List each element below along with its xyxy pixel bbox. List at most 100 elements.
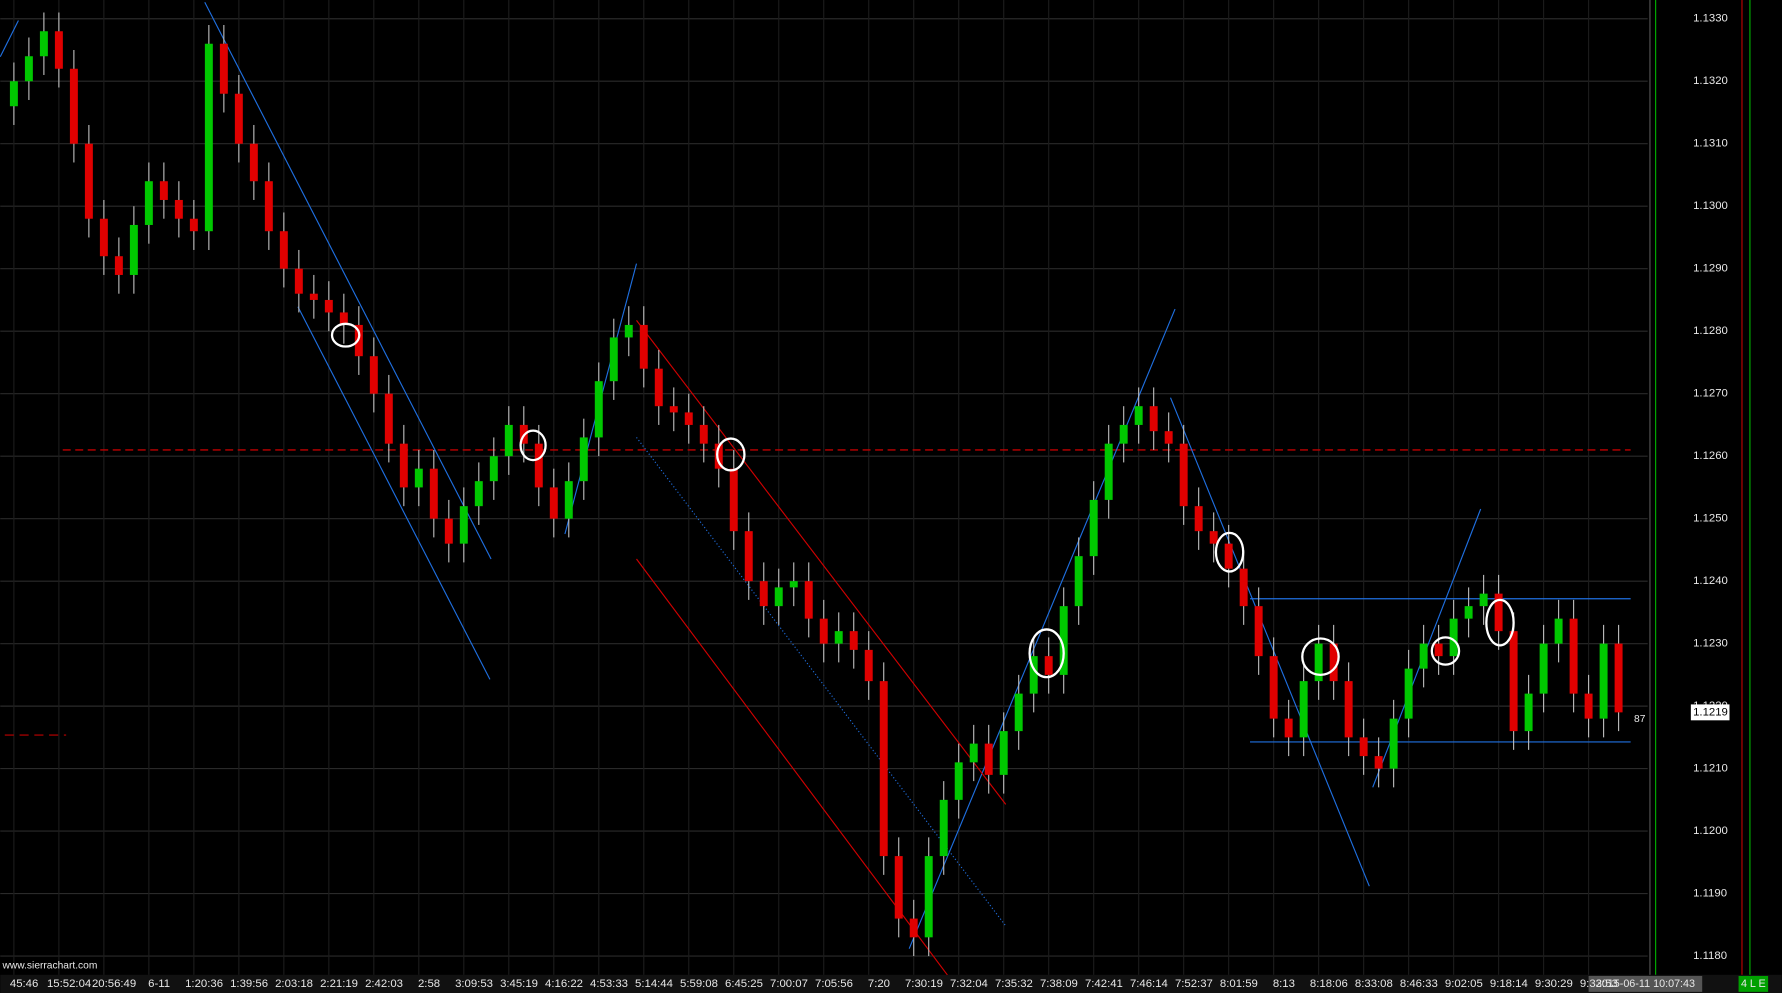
candle-body bbox=[429, 468, 438, 519]
x-tick-label: 2:42:03 bbox=[365, 978, 403, 990]
candle-body bbox=[1314, 643, 1323, 682]
circle bbox=[330, 322, 361, 348]
candle-body bbox=[1569, 618, 1578, 694]
candle-body bbox=[1584, 693, 1593, 719]
x-tick-label: 6-11 bbox=[148, 978, 170, 990]
candle-body bbox=[1404, 668, 1413, 719]
candle-body bbox=[984, 743, 993, 775]
candle-body bbox=[9, 81, 18, 107]
x-tick-label: 4:16:22 bbox=[545, 978, 583, 990]
candle-body bbox=[459, 506, 468, 544]
y-tick-label: 1.1260 bbox=[1693, 450, 1728, 462]
candle-body bbox=[744, 531, 753, 582]
candle-body bbox=[1209, 531, 1218, 544]
candle-body bbox=[474, 481, 483, 507]
candle-body bbox=[549, 487, 558, 519]
candle-body bbox=[1599, 643, 1608, 719]
candle-body bbox=[84, 143, 93, 219]
x-tick-label: 7:38:09 bbox=[1040, 978, 1078, 990]
x-tick-label: 8:46:33 bbox=[1400, 978, 1438, 990]
candle-body bbox=[1134, 406, 1143, 425]
candle-body bbox=[324, 299, 333, 313]
candle-body bbox=[639, 324, 648, 369]
candle-body bbox=[489, 456, 498, 482]
candle-body bbox=[24, 56, 33, 82]
x-tick-label: 7:05:56 bbox=[815, 978, 853, 990]
y-tick-label: 1.1300 bbox=[1693, 200, 1728, 212]
candle-body bbox=[849, 631, 858, 650]
y-tick-label: 1.1330 bbox=[1693, 13, 1728, 25]
circle bbox=[1430, 636, 1461, 666]
candle-body bbox=[654, 368, 663, 407]
x-tick-label: 9:30:29 bbox=[1535, 978, 1573, 990]
x-tick-label: 2:21:19 bbox=[320, 978, 358, 990]
candle-body bbox=[1149, 406, 1158, 432]
candle-body bbox=[759, 581, 768, 607]
candle-body bbox=[279, 231, 288, 269]
candle-body bbox=[564, 481, 573, 519]
x-tick-label: 7:42:41 bbox=[1085, 978, 1123, 990]
candle-body bbox=[789, 581, 798, 588]
candle-body bbox=[684, 412, 693, 425]
status-box bbox=[1738, 975, 1769, 992]
x-tick-label: 7:35:32 bbox=[995, 978, 1033, 990]
candle-body bbox=[39, 31, 48, 57]
candle-body bbox=[504, 424, 513, 457]
candle-body bbox=[1449, 618, 1458, 657]
candle-body bbox=[129, 224, 138, 275]
candle-body bbox=[1119, 424, 1128, 444]
x-tick-label: 45:46 bbox=[10, 978, 38, 990]
x-tick-label: 9:02:05 bbox=[1445, 978, 1483, 990]
x-tick-label: 4:53:33 bbox=[590, 978, 628, 990]
candle-body bbox=[444, 518, 453, 544]
candle-body bbox=[414, 468, 423, 488]
circle bbox=[716, 437, 746, 472]
candle-body bbox=[1479, 593, 1488, 607]
candle-body bbox=[894, 856, 903, 919]
candle-body bbox=[399, 443, 408, 488]
circle bbox=[519, 429, 547, 462]
candle-body bbox=[1374, 756, 1383, 769]
candle-body bbox=[159, 181, 168, 200]
status: 4 L E bbox=[1741, 978, 1766, 990]
candle-body bbox=[1554, 618, 1563, 644]
candle-body bbox=[624, 324, 633, 338]
candle-body bbox=[969, 743, 978, 763]
watermark: www.sierrachart.com bbox=[2, 960, 98, 971]
candle-body bbox=[99, 218, 108, 257]
candle-body bbox=[1074, 556, 1083, 607]
candle-body bbox=[714, 443, 723, 469]
candle-body bbox=[1029, 656, 1038, 694]
y-tick-label: 1.1290 bbox=[1693, 263, 1728, 275]
x-tick-label: 8:01:59 bbox=[1220, 978, 1258, 990]
trend-line bbox=[636, 320, 1007, 805]
candle-body bbox=[774, 587, 783, 607]
candle-body bbox=[729, 468, 738, 532]
x-tick-label: 5:14:44 bbox=[635, 978, 673, 990]
candle-body bbox=[1494, 593, 1503, 632]
candle-body bbox=[1344, 681, 1353, 738]
candle-body bbox=[1509, 631, 1518, 732]
candle-body bbox=[369, 356, 378, 394]
candle-body bbox=[954, 762, 963, 800]
x-tick-label: 2:03:18 bbox=[275, 978, 313, 990]
candle-body bbox=[1524, 693, 1533, 732]
x-tick-label: 8:18:06 bbox=[1310, 978, 1348, 990]
candle-body bbox=[1104, 443, 1113, 500]
candle-body bbox=[669, 406, 678, 413]
side-label: 87 bbox=[1634, 714, 1646, 725]
candle-body bbox=[999, 731, 1008, 775]
candle-body bbox=[1269, 656, 1278, 719]
candle-body bbox=[309, 293, 318, 300]
y-tick-label: 1.1230 bbox=[1693, 638, 1728, 650]
candle-body bbox=[1284, 718, 1293, 738]
candle-body bbox=[249, 143, 258, 182]
x-tick-label: 8:13 bbox=[1273, 978, 1295, 990]
y-tick-label: 1.1190 bbox=[1693, 888, 1727, 900]
x-tick-label: 7:00:07 bbox=[770, 978, 808, 990]
candle-body bbox=[69, 68, 78, 144]
candle-body bbox=[534, 443, 543, 488]
circle bbox=[1028, 628, 1065, 679]
candle-body bbox=[1059, 606, 1068, 675]
candle-body bbox=[834, 631, 843, 644]
